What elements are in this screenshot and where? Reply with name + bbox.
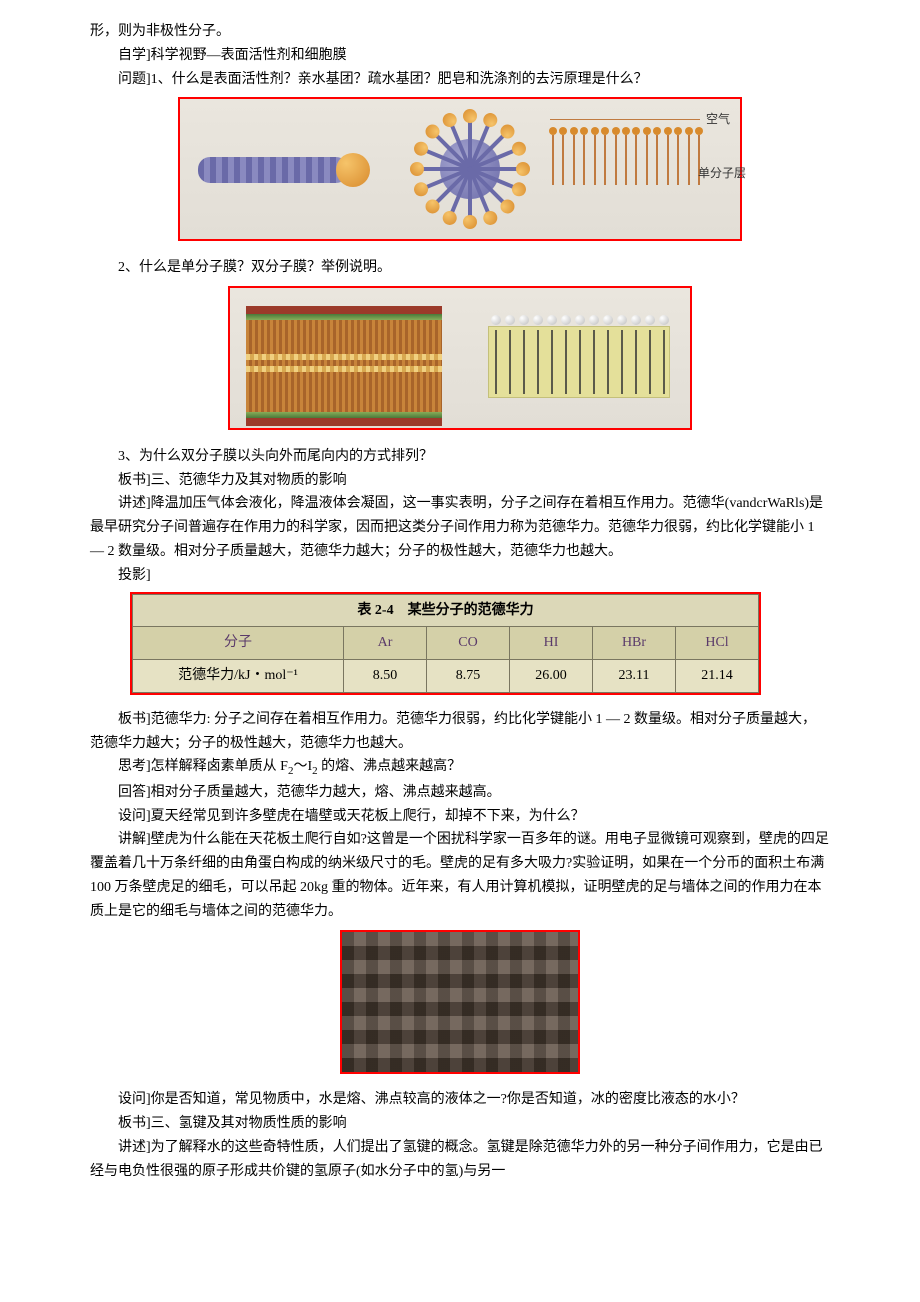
- val-hbr: 23.11: [593, 660, 676, 693]
- monolayer2-illustration: [488, 326, 670, 398]
- para-question-3: 3、为什么双分子膜以头向外而尾向内的方式排列？: [90, 445, 830, 469]
- col-hi: HI: [510, 627, 593, 660]
- para-lecture-vdw: 讲述]降温加压气体会液化，降温液体会凝固，这一事实表明，分子之间存在着相互作用力…: [90, 492, 830, 563]
- label-monolayer: 单分子层: [698, 163, 746, 183]
- para-think-halogen: 思考]怎样解释卤素单质从 F2～I2 的熔、沸点越来越高？: [90, 755, 830, 780]
- para-shape-nonpolar: 形，则为非极性分子。: [90, 20, 830, 44]
- figure-gecko-hair: [90, 930, 830, 1083]
- para-question-gecko: 设问]夏天经常见到许多壁虎在墙壁或天花板上爬行，却掉不下来，为什么？: [90, 805, 830, 829]
- para-lecture-hbond: 讲述]为了解释水的这些奇特性质，人们提出了氢键的概念。氢键是除范德华力外的另一种…: [90, 1136, 830, 1184]
- val-hcl: 21.14: [676, 660, 759, 693]
- table-title: 表 2-4 某些分子的范德华力: [133, 594, 759, 627]
- val-co: 8.75: [427, 660, 510, 693]
- para-projection: 投影]: [90, 564, 830, 588]
- table-row-head: 分子: [133, 627, 344, 660]
- figure-surfactant: 空气 单分子层: [90, 97, 830, 250]
- val-ar: 8.50: [344, 660, 427, 693]
- table-vdw: 表 2-4 某些分子的范德华力 分子 Ar CO HI HBr HCl 范德华力…: [132, 594, 759, 693]
- para-board-vdw: 板书]三、范德华力及其对物质的影响: [90, 469, 830, 493]
- para-board-hbond: 板书]三、氢键及其对物质性质的影响: [90, 1112, 830, 1136]
- micelle-illustration: [412, 111, 528, 227]
- para-question-1: 问题]1、什么是表面活性剂？亲水基团？疏水基团？肥皂和洗涤剂的去污原理是什么？: [90, 68, 830, 92]
- monolayer-illustration: [550, 123, 700, 189]
- para-board-vdw-summary: 板书]范德华力: 分子之间存在着相互作用力。范德华力很弱，约比化学键能小 1 —…: [90, 708, 830, 756]
- table-row-label: 范德华力/kJ・mol⁻¹: [133, 660, 344, 693]
- col-hbr: HBr: [593, 627, 676, 660]
- para-explain-gecko: 讲解]壁虎为什么能在天花板土爬行自如?这曾是一个困扰科学家一百多年的谜。用电子显…: [90, 828, 830, 923]
- col-hcl: HCl: [676, 627, 759, 660]
- figure-bilayer: [90, 286, 830, 439]
- col-co: CO: [427, 627, 510, 660]
- label-air: 空气: [706, 109, 730, 129]
- col-ar: Ar: [344, 627, 427, 660]
- surfactant-rod-illustration: [198, 157, 348, 183]
- table-vdw-wrap: 表 2-4 某些分子的范德华力 分子 Ar CO HI HBr HCl 范德华力…: [130, 592, 830, 704]
- para-self-study: 自学]科学视野—表面活性剂和细胞膜: [90, 44, 830, 68]
- para-question-2: 2、什么是单分子膜？双分子膜？举例说明。: [90, 256, 830, 280]
- para-question-water: 设问]你是否知道，常见物质中，水是熔、沸点较高的液体之一?你是否知道，冰的密度比…: [90, 1088, 830, 1112]
- val-hi: 26.00: [510, 660, 593, 693]
- bilayer-illustration: [246, 306, 442, 426]
- para-answer-halogen: 回答]相对分子质量越大，范德华力越大，熔、沸点越来越高。: [90, 781, 830, 805]
